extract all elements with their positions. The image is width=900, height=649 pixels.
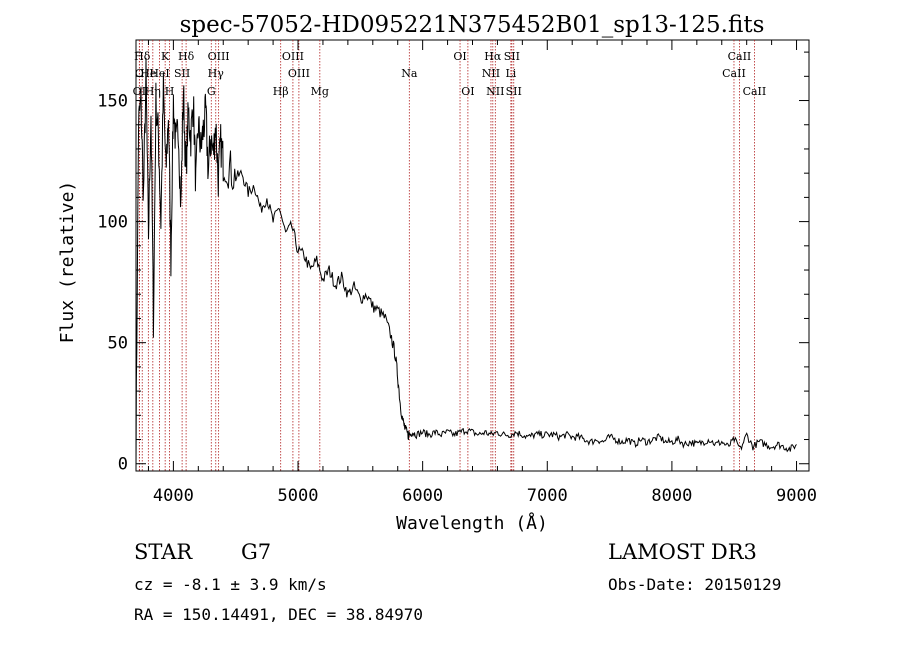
line-marker-label: H bbox=[165, 85, 175, 98]
line-marker-label: NII bbox=[482, 67, 500, 80]
survey-name: LAMOST DR3 bbox=[608, 540, 757, 564]
line-marker-label: Hγ bbox=[208, 67, 225, 80]
line-marker-label: CaII bbox=[743, 85, 767, 98]
line-marker-label: OI bbox=[453, 50, 466, 63]
line-marker-label: SII bbox=[506, 85, 522, 98]
x-tick-label: 6000 bbox=[402, 486, 443, 506]
observation-date: Obs-Date: 20150129 bbox=[608, 575, 781, 594]
x-axis-label: Wavelength (Å) bbox=[396, 512, 548, 534]
line-marker-label: CaII bbox=[728, 50, 752, 63]
line-marker-label: He bbox=[140, 67, 156, 80]
line-marker-label: Hδ bbox=[178, 50, 195, 63]
y-tick-label: 100 bbox=[97, 213, 128, 233]
x-tick-label: 5000 bbox=[278, 486, 319, 506]
flux-series-line bbox=[135, 57, 797, 470]
line-marker-label: Hα bbox=[484, 50, 502, 63]
line-marker-label: Hη bbox=[145, 85, 161, 98]
line-marker-label: OIII bbox=[282, 50, 304, 63]
y-tick-labels: 0 50 100 150 bbox=[97, 92, 128, 475]
line-marker-label: Hβ bbox=[273, 85, 289, 98]
line-marker-label: OI bbox=[133, 85, 146, 98]
coordinates: RA = 150.14491, DEC = 38.84970 bbox=[134, 605, 423, 624]
line-marker-label: O bbox=[135, 67, 144, 80]
line-marker-label: OIII bbox=[208, 50, 230, 63]
x-tick-label: 7000 bbox=[527, 486, 568, 506]
y-axis-label: Flux (relative) bbox=[57, 181, 78, 344]
y-tick-label: 50 bbox=[108, 334, 128, 354]
y-tick-label: 0 bbox=[118, 455, 128, 475]
chart-title: spec-57052-HD095221N375452B01_sp13-125.f… bbox=[180, 12, 765, 38]
line-marker-label: Hδ bbox=[134, 50, 151, 63]
y-tick-label: 150 bbox=[97, 92, 128, 112]
object-subclass: G7 bbox=[241, 540, 271, 564]
line-marker-label: Li bbox=[505, 67, 516, 80]
line-marker-label: K bbox=[161, 50, 170, 63]
line-marker-label: G bbox=[207, 85, 216, 98]
line-marker-label: Mg bbox=[311, 85, 329, 98]
line-marker-label: Na bbox=[401, 67, 418, 80]
x-tick-labels: 4000 5000 6000 7000 8000 9000 bbox=[153, 486, 817, 506]
line-marker-label: HeI bbox=[149, 67, 169, 80]
line-marker-label: SII bbox=[174, 67, 190, 80]
line-marker-label: OI bbox=[461, 85, 474, 98]
object-class: STAR bbox=[134, 540, 193, 564]
redshift-cz: cz = -8.1 ± 3.9 km/s bbox=[134, 575, 327, 594]
plot-frame bbox=[135, 39, 810, 472]
axis-ticks bbox=[136, 40, 809, 471]
x-tick-label: 9000 bbox=[776, 486, 817, 506]
line-marker-label: OIII bbox=[288, 67, 310, 80]
line-marker-label: SII bbox=[504, 50, 520, 63]
line-marker-label: NII bbox=[486, 85, 504, 98]
spectral-line-markers bbox=[138, 40, 755, 471]
line-marker-label: CaII bbox=[722, 67, 746, 80]
x-tick-label: 8000 bbox=[651, 486, 692, 506]
x-tick-label: 4000 bbox=[153, 486, 194, 506]
